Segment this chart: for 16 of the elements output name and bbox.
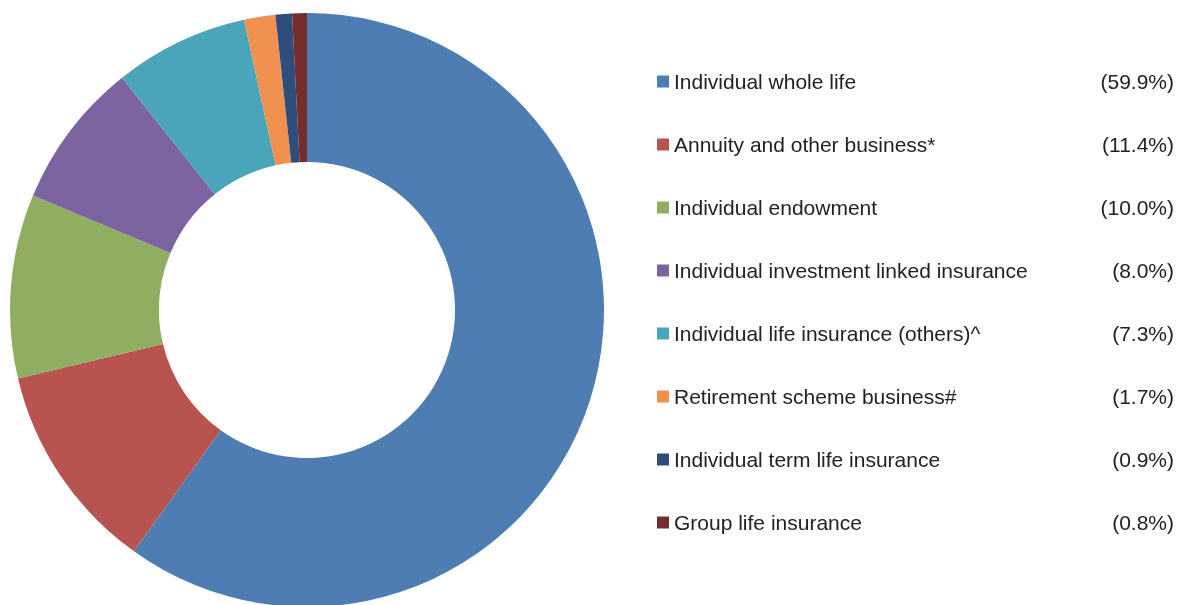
legend-label: Group life insurance: [674, 511, 862, 534]
data-label: (1.7%): [1112, 385, 1174, 408]
legend-label: Individual investment linked insurance: [674, 259, 1028, 282]
data-label: (7.3%): [1112, 322, 1174, 345]
data-label: (59.9%): [1100, 70, 1174, 93]
data-label: (10.0%): [1100, 196, 1174, 219]
legend-label: Individual life insurance (others)^: [674, 322, 981, 345]
legend-label: Retirement scheme business#: [674, 385, 957, 408]
data-label: (0.8%): [1112, 511, 1174, 534]
legend-label: Individual term life insurance: [674, 448, 941, 471]
legend-label: Annuity and other business*: [674, 133, 936, 156]
legend-label: Individual endowment: [674, 196, 878, 219]
data-label: (8.0%): [1112, 259, 1174, 282]
data-label: (11.4%): [1102, 133, 1174, 156]
legend-label: Individual whole life: [674, 70, 857, 93]
data-label: (0.9%): [1112, 448, 1174, 471]
